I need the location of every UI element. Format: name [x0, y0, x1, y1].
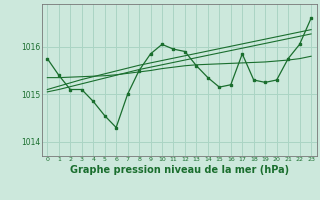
X-axis label: Graphe pression niveau de la mer (hPa): Graphe pression niveau de la mer (hPa) [70, 165, 289, 175]
